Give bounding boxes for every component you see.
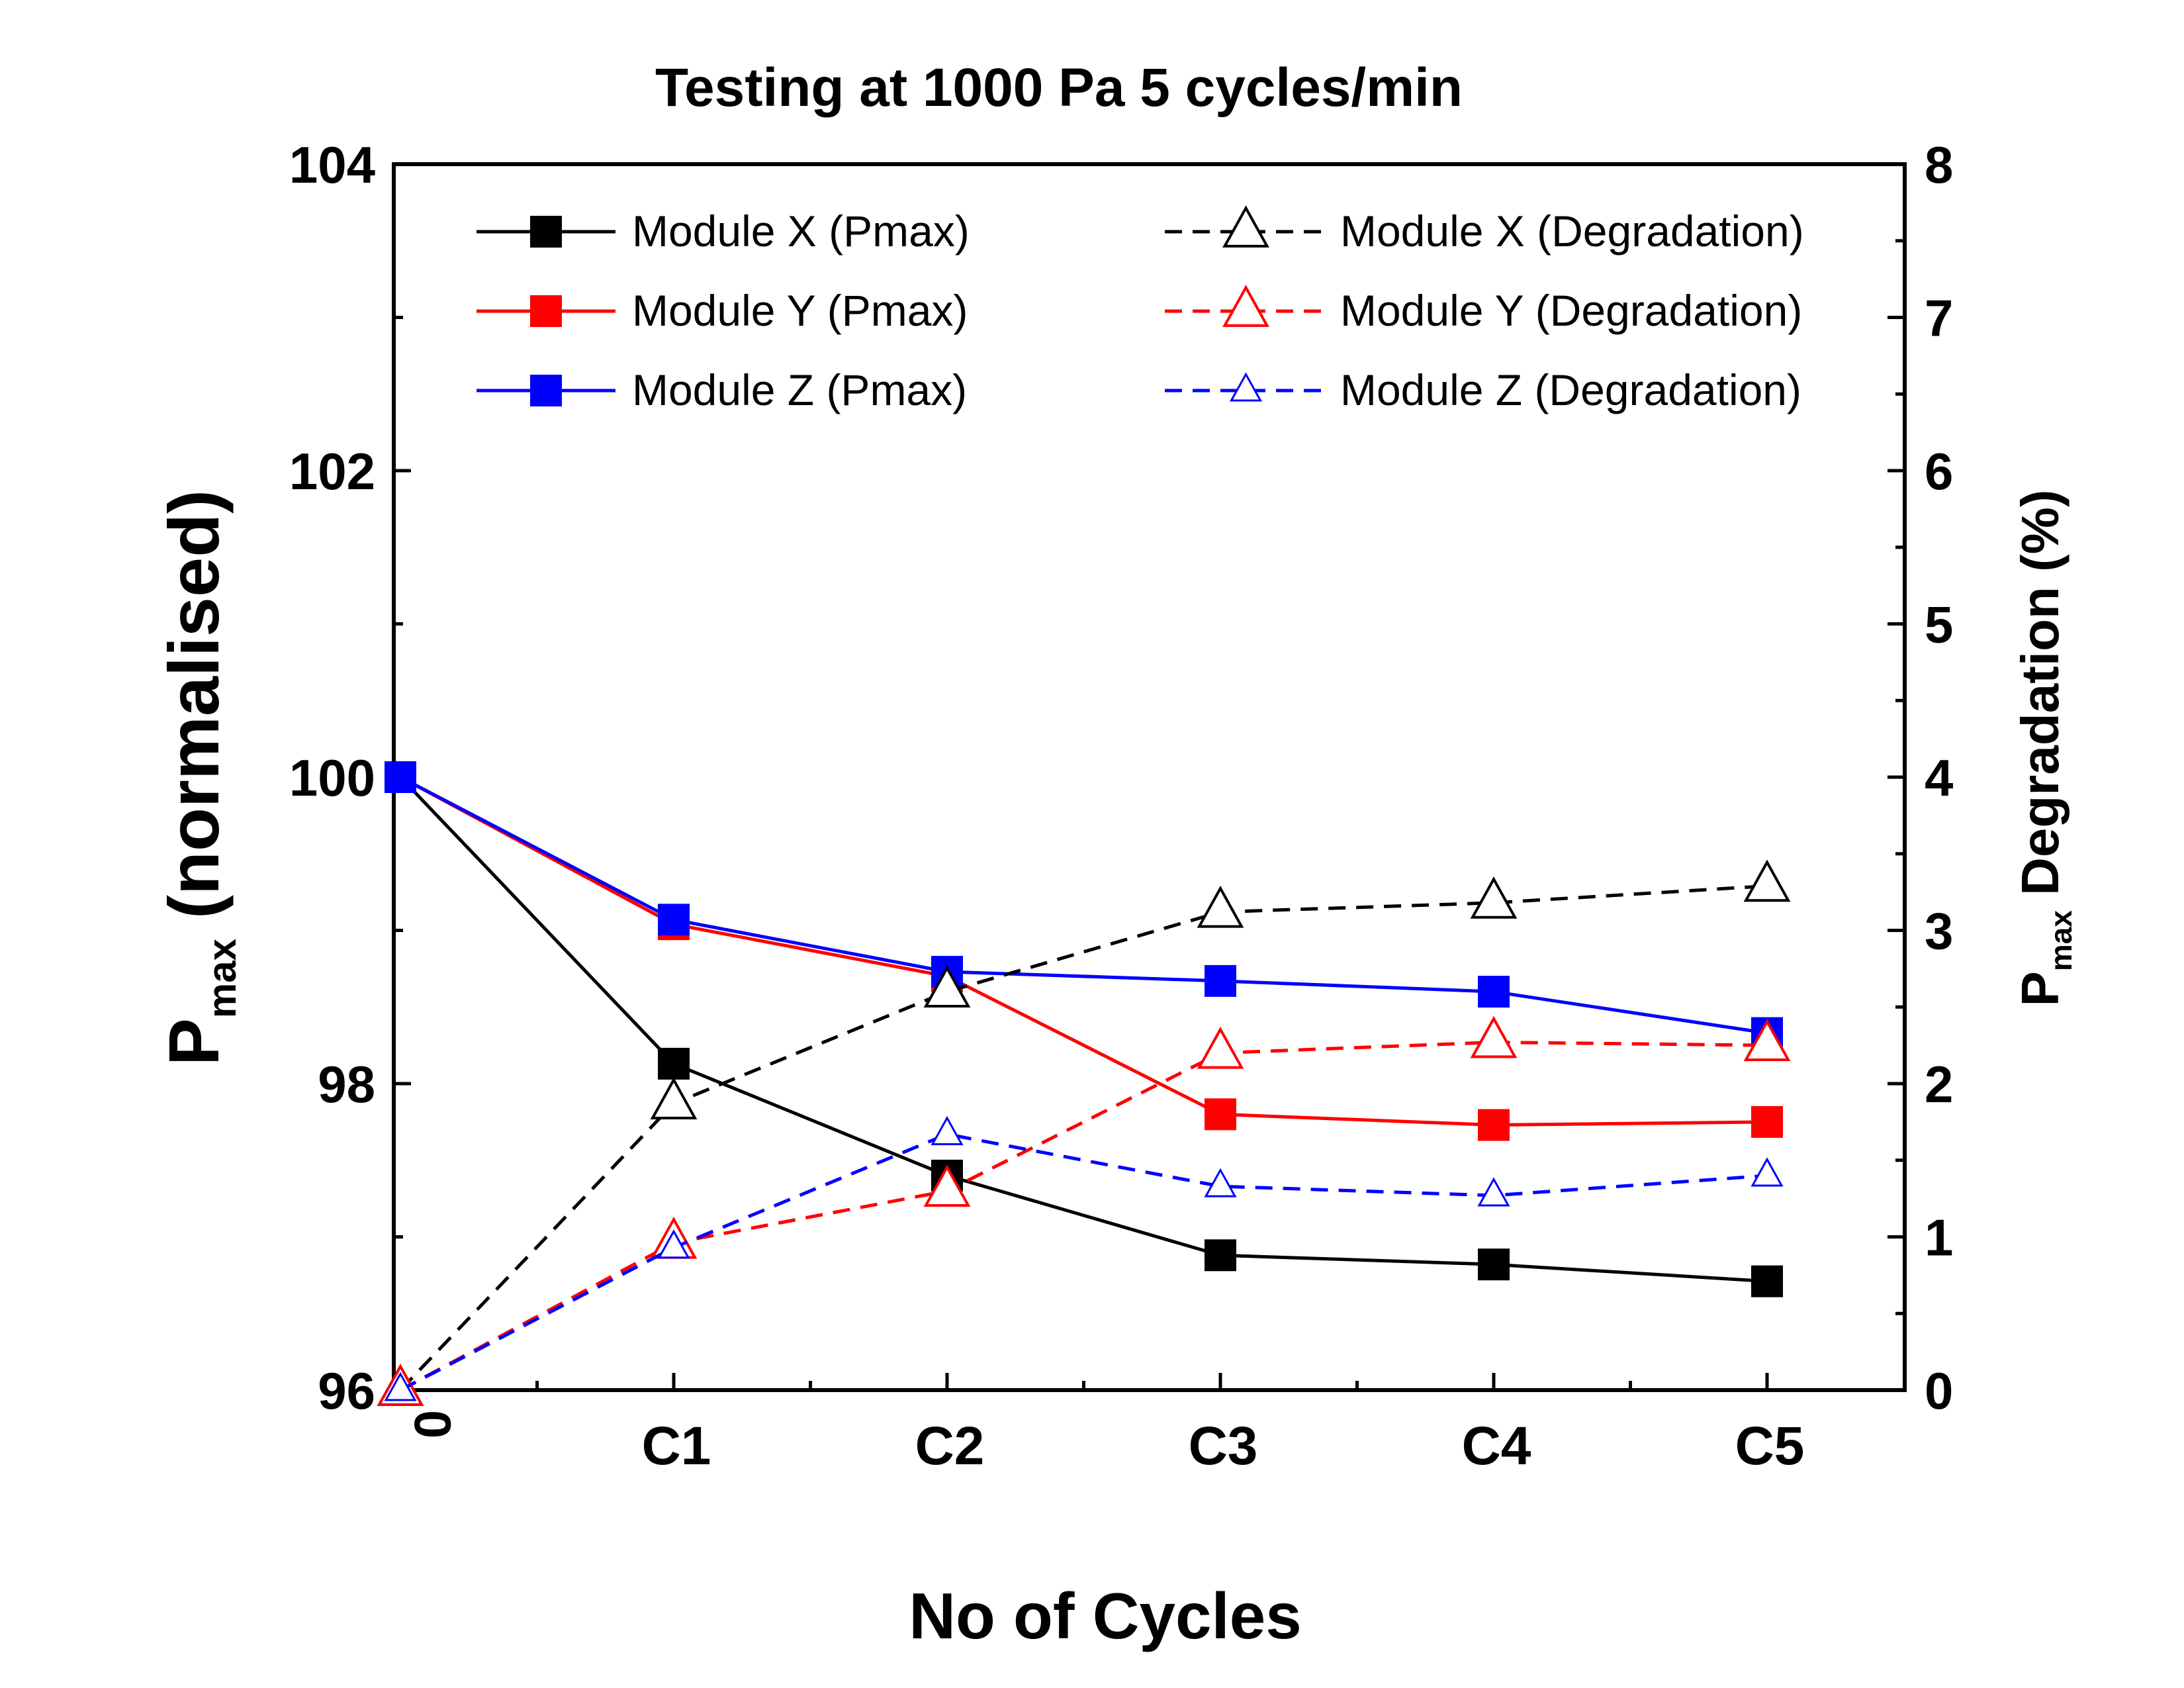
series-line: [399, 884, 1768, 1391]
right-tick-label: 2: [1925, 1055, 1953, 1113]
data-point: [1222, 285, 1269, 327]
y-left-main: P: [154, 1018, 234, 1066]
x-tick-label: C3: [1189, 1416, 1258, 1476]
y-right-main: P: [2011, 971, 2070, 1006]
data-point: [1751, 1105, 1783, 1138]
right-axis: 0 1 2 3 4 5 6 7 8: [1888, 136, 1953, 1420]
data-point: [1205, 1239, 1236, 1272]
data-point: [1478, 1109, 1510, 1141]
left-tick-label: 98: [318, 1055, 375, 1113]
x-tick-label: 0: [404, 1410, 462, 1438]
data-point: [650, 1077, 698, 1119]
x-tick-label: C4: [1462, 1416, 1531, 1476]
plot-frame: [392, 162, 1907, 1392]
data-point: [530, 216, 562, 248]
y-axis-label-right: Pmax Degradation (%): [2011, 489, 2078, 1006]
legend-item: Module X (Pmax): [477, 207, 970, 256]
data-point: [1478, 976, 1510, 1008]
x-tick-label: C2: [915, 1416, 985, 1476]
legend-label: Module Z (Pmax): [632, 365, 967, 414]
legend-item: Module Z (Degradation): [1165, 365, 1801, 414]
right-tick-label: 0: [1925, 1362, 1953, 1420]
data-point: [658, 904, 690, 936]
data-point: [1229, 372, 1263, 402]
legend: Module X (Pmax) Module Y (Pmax) Module Z (…: [477, 205, 1804, 414]
right-tick-label: 6: [1925, 442, 1953, 500]
right-tick-label: 4: [1925, 749, 1953, 807]
legend-item: Module Y (Pmax): [477, 286, 968, 335]
left-tick-label: 102: [289, 442, 375, 500]
data-point: [1477, 1177, 1510, 1207]
series-module-z-pmax: [385, 761, 1783, 1049]
left-tick-label: 96: [318, 1362, 375, 1420]
data-point: [1743, 1019, 1791, 1062]
x-axis: 0 C1 C2 C3 C4 C5: [398, 1373, 1805, 1476]
x-axis-label: No of Cycles: [909, 1579, 1302, 1652]
data-point: [1743, 859, 1791, 902]
series-line: [399, 776, 1768, 1284]
series-module-x-degradation: [377, 859, 1791, 1406]
data-point: [658, 1047, 690, 1080]
data-point: [1751, 1157, 1784, 1187]
series-line: [399, 775, 1768, 1035]
data-point: [1204, 1168, 1237, 1197]
data-point: [530, 375, 562, 406]
series-module-y-pmax: [385, 761, 1783, 1141]
data-point: [1751, 1265, 1783, 1297]
y-axis-label-left: Pmax (normalised): [154, 490, 244, 1066]
y-left-sub: max: [200, 939, 244, 1018]
data-point: [1222, 205, 1269, 248]
series-layer: [377, 761, 1791, 1406]
series-line: [399, 1132, 1768, 1392]
y-right-sub: max: [2044, 910, 2078, 971]
data-point: [657, 1229, 690, 1259]
legend-label: Module Y (Degradation): [1340, 286, 1802, 335]
right-tick-label: 3: [1925, 902, 1953, 961]
y-right-rest: Degradation (%): [2011, 489, 2070, 910]
data-point: [1205, 1098, 1236, 1131]
right-tick-label: 1: [1925, 1209, 1953, 1267]
legend-item: Module X (Degradation): [1165, 205, 1804, 256]
data-point: [385, 761, 416, 793]
legend-label: Module X (Pmax): [632, 207, 970, 256]
legend-label: Module Z (Degradation): [1340, 365, 1801, 414]
plot-border: [392, 162, 1907, 1392]
data-point: [1478, 1248, 1510, 1281]
data-point: [530, 295, 562, 327]
chart-title: Testing at 1000 Pa 5 cycles/min: [655, 58, 1463, 118]
legend-item: Module Z (Pmax): [477, 365, 967, 414]
right-tick-label: 5: [1925, 596, 1953, 654]
left-axis: 96 98 100 102 104: [289, 136, 411, 1420]
series-line: [399, 775, 1768, 1127]
data-point: [1470, 1015, 1518, 1058]
x-tick-label: C1: [642, 1416, 711, 1476]
legend-item: Module Y (Degradation): [1165, 285, 1802, 335]
left-tick-label: 100: [289, 749, 375, 807]
x-tick-label: C5: [1735, 1416, 1805, 1476]
data-point: [1197, 1026, 1244, 1069]
series-module-z-degradation: [384, 1115, 1784, 1401]
data-point: [931, 1115, 964, 1145]
data-point: [1197, 885, 1244, 928]
data-point: [1205, 964, 1236, 997]
data-point: [923, 1164, 971, 1207]
series-module-y-degradation: [377, 1015, 1791, 1406]
right-tick-label: 8: [1925, 136, 1953, 194]
data-point: [923, 965, 971, 1008]
data-point: [1470, 876, 1518, 919]
left-tick-label: 104: [289, 136, 375, 194]
series-line: [399, 1040, 1768, 1392]
legend-label: Module X (Degradation): [1340, 207, 1804, 256]
legend-label: Module Y (Pmax): [632, 286, 968, 335]
data-point: [384, 1372, 417, 1401]
right-tick-label: 7: [1925, 289, 1953, 348]
series-module-x-pmax: [385, 761, 1783, 1297]
y-left-rest: (normalised): [154, 490, 234, 939]
